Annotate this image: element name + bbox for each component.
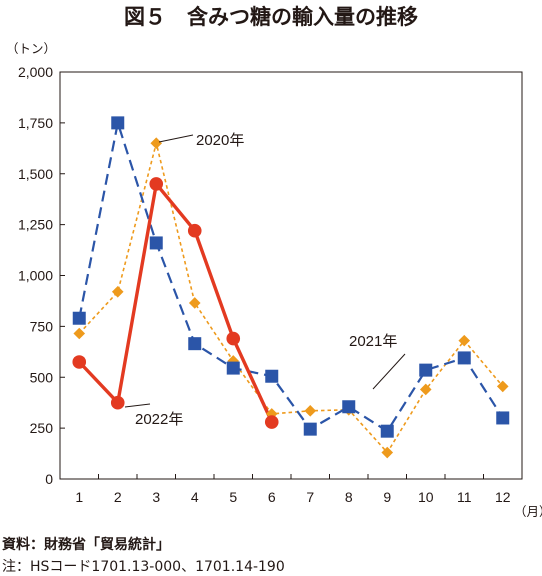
series-annotations: 2020年 2021年 2022年 — [124, 132, 406, 428]
x-tick-label: 3 — [152, 489, 160, 505]
source-footnote: 資料：財務省「貿易統計」 — [2, 536, 170, 553]
x-tick-label: 10 — [418, 489, 434, 505]
diamond-marker — [304, 405, 317, 417]
x-axis-unit-label: （月） — [514, 504, 542, 519]
square-marker — [226, 361, 240, 375]
circle-marker — [72, 355, 87, 369]
series-label-leader — [158, 134, 194, 143]
series-label: 2022年 — [135, 411, 183, 428]
square-marker — [342, 400, 356, 414]
y-axis-unit-label: （トン） — [6, 41, 56, 56]
square-marker — [380, 424, 394, 438]
y-tick-label: 1,250 — [18, 217, 53, 233]
circle-marker — [264, 415, 279, 429]
x-tick-label: 2 — [114, 489, 122, 505]
diamond-marker — [188, 297, 201, 309]
y-tick-label: 750 — [30, 318, 54, 334]
circle-marker — [110, 395, 125, 410]
x-tick-label: 1 — [75, 489, 83, 505]
x-tick-label: 5 — [229, 489, 237, 505]
diamond-marker — [150, 137, 163, 150]
note-footnote: 注：HSコード1701.13-000、1701.14-190 — [2, 559, 285, 575]
circle-marker — [226, 331, 241, 346]
plot-frame — [59, 71, 523, 480]
square-marker — [111, 116, 125, 130]
square-marker — [188, 337, 202, 351]
series-label-leader — [124, 403, 151, 408]
series-line-1 — [78, 142, 504, 454]
series-label: 2020年 — [196, 132, 244, 149]
x-tick-label: 7 — [306, 489, 314, 505]
y-tick-label: 1,000 — [18, 268, 53, 284]
square-marker — [303, 422, 317, 436]
series-label: 2021年 — [349, 333, 397, 350]
square-marker — [149, 236, 163, 250]
circle-marker — [187, 223, 202, 238]
diamond-marker — [458, 334, 471, 347]
series-line-3 — [78, 182, 274, 423]
diamond-marker — [111, 285, 124, 298]
diamond-marker — [381, 446, 394, 459]
circle-marker — [149, 177, 164, 191]
square-marker — [265, 369, 279, 383]
y-tick-label: 0 — [45, 471, 53, 487]
square-marker — [419, 363, 433, 377]
chart-title: 図５ 含みつ糖の輸入量の推移 — [124, 5, 418, 29]
diamond-marker — [419, 383, 432, 396]
square-marker — [496, 411, 510, 425]
y-tick-label: 500 — [30, 369, 54, 385]
x-tick-label: 11 — [457, 489, 472, 505]
x-tick-label: 8 — [345, 489, 353, 505]
plot-area — [59, 71, 523, 480]
x-tick-label: 4 — [191, 489, 199, 505]
y-axis: 0 250 500 750 1,000 1,250 1,500 1,750 2,000 — [18, 64, 65, 487]
y-tick-label: 250 — [30, 420, 54, 436]
y-tick-label: 1,750 — [18, 115, 53, 131]
y-tick-label: 2,000 — [18, 64, 53, 80]
series-label-leader — [372, 353, 406, 390]
diamond-marker — [73, 327, 86, 340]
series-markers — [72, 116, 510, 459]
square-marker — [72, 311, 86, 325]
series-line-2 — [78, 121, 504, 433]
diamond-marker — [496, 380, 509, 393]
series-lines — [78, 121, 504, 454]
y-tick-label: 1,500 — [18, 166, 53, 182]
x-tick-label: 9 — [383, 489, 391, 505]
x-axis: 1 2 3 4 5 6 7 8 9 10 11 12 — [75, 474, 511, 505]
x-tick-label: 6 — [268, 489, 276, 505]
x-tick-label: 12 — [495, 489, 511, 505]
square-marker — [457, 351, 471, 365]
